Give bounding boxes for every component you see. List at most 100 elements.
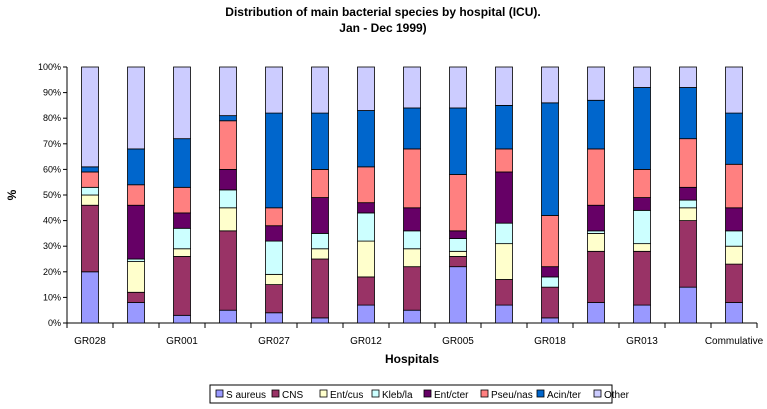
- bar-segment-kleb-la: [449, 238, 467, 252]
- bar-segment-pseu-nas: [219, 120, 237, 170]
- x-tick-label: Commulative: [705, 336, 764, 347]
- bar-segment-s-aureus: [127, 302, 145, 324]
- legend-swatch: [423, 389, 432, 398]
- y-tick-label: 50%: [43, 190, 61, 200]
- bar-segment-acin-ter: [173, 138, 191, 188]
- bar-segment-acin-ter: [541, 102, 559, 216]
- y-axis-label: %: [5, 189, 19, 200]
- x-axis-label: Hospitals: [385, 352, 439, 366]
- bar-segment-ent-cter: [449, 230, 467, 239]
- bar-segment-kleb-la: [311, 232, 329, 250]
- x-tick-label: GR018: [534, 336, 566, 347]
- bar-segment-ent-cter: [541, 266, 559, 278]
- bar-segment-s-aureus: [311, 317, 329, 324]
- y-tick-label: 10%: [43, 292, 61, 302]
- bar-segment-s-aureus: [265, 312, 283, 324]
- bar-segment-s-aureus: [495, 304, 513, 324]
- legend-swatch: [271, 389, 280, 398]
- bar-segment-other: [127, 66, 145, 150]
- bar-segment-ent-cus: [219, 207, 237, 232]
- y-tick-label: 90%: [43, 88, 61, 98]
- bar-segment-other: [357, 66, 375, 111]
- bar-segment-acin-ter: [127, 148, 145, 186]
- bar-segment-ent-cus: [725, 245, 743, 265]
- y-tick-label: 30%: [43, 241, 61, 251]
- bar-segment-ent-cus: [679, 207, 697, 222]
- x-tick-label: GR013: [626, 336, 658, 347]
- bar-segment-other: [725, 66, 743, 114]
- bar-segment-acin-ter: [725, 112, 743, 165]
- bar-segment-kleb-la: [679, 199, 697, 209]
- bar-segment-other: [541, 66, 559, 104]
- bar-segment-other: [173, 66, 191, 140]
- legend-label: Ent/cus: [330, 390, 363, 401]
- legend-swatch: [215, 389, 224, 398]
- bar-segment-ent-cter: [725, 207, 743, 232]
- bar-segment-ent-cter: [495, 171, 513, 224]
- bar-segment-kleb-la: [633, 209, 651, 245]
- bar-segment-ent-cter: [679, 186, 697, 201]
- legend-label: Other: [604, 390, 630, 401]
- chart-subtitle: Jan - Dec 1999): [339, 21, 426, 35]
- bar-segment-pseu-nas: [725, 163, 743, 209]
- bar-segment-other: [495, 66, 513, 106]
- bar-segment-ent-cus: [173, 248, 191, 257]
- legend-swatch: [536, 389, 545, 398]
- x-tick-label: GR001: [166, 336, 198, 347]
- y-tick-label: 40%: [43, 216, 61, 226]
- bar-segment-ent-cter: [357, 202, 375, 214]
- bar-segment-acin-ter: [679, 87, 697, 140]
- bar-segment-s-aureus: [173, 314, 191, 324]
- bar-segment-other: [311, 66, 329, 114]
- x-tick-label: GR005: [442, 336, 474, 347]
- bar-segment-cns: [587, 250, 605, 303]
- bar-segment-kleb-la: [265, 240, 283, 275]
- bar-segment-cns: [495, 279, 513, 306]
- bar-segment-pseu-nas: [449, 174, 467, 232]
- legend-label: S aureus: [226, 390, 266, 401]
- bar-segment-other: [81, 66, 99, 168]
- bar-segment-pseu-nas: [311, 168, 329, 198]
- legend-label: Kleb/la: [382, 390, 413, 401]
- bar-segment-cns: [311, 258, 329, 319]
- bar-segment-s-aureus: [679, 286, 697, 324]
- bar-segment-ent-cter: [403, 207, 421, 232]
- bar-segment-ent-cter: [265, 225, 283, 242]
- bar-segment-other: [449, 66, 467, 109]
- bar-segment-cns: [633, 250, 651, 306]
- bar-segment-other: [403, 66, 421, 109]
- legend-swatch: [371, 389, 380, 398]
- bar-segment-ent-cus: [495, 243, 513, 280]
- legend-swatch: [593, 389, 602, 398]
- legend-label: CNS: [282, 390, 303, 401]
- bar-segment-kleb-la: [81, 186, 99, 196]
- bar-segment-kleb-la: [541, 276, 559, 288]
- bar-segment-s-aureus: [219, 309, 237, 324]
- bar-segment-ent-cter: [219, 168, 237, 191]
- bar-segment-acin-ter: [633, 87, 651, 170]
- legend-swatch: [319, 389, 328, 398]
- bar-segment-cns: [403, 266, 421, 311]
- bar-segment-ent-cus: [403, 248, 421, 268]
- legend-box: [209, 384, 613, 404]
- bar-segment-ent-cter: [127, 204, 145, 260]
- bar-segment-cns: [449, 256, 467, 268]
- legend-label: Ent/cter: [434, 390, 469, 401]
- bar-segment-s-aureus: [725, 302, 743, 324]
- bar-segment-ent-cus: [449, 250, 467, 257]
- bar-segment-s-aureus: [81, 271, 99, 324]
- x-tick-label: GR027: [258, 336, 290, 347]
- y-tick-label: 60%: [43, 164, 61, 174]
- bar-segment-acin-ter: [495, 105, 513, 150]
- bar-segment-pseu-nas: [357, 166, 375, 204]
- legend-swatch: [480, 389, 489, 398]
- bar-segment-cns: [219, 230, 237, 311]
- bar-segment-cns: [357, 276, 375, 306]
- bar-segment-ent-cus: [633, 243, 651, 252]
- bar-segment-other: [587, 66, 605, 101]
- x-tick-label: GR028: [74, 336, 106, 347]
- y-tick-label: 80%: [43, 113, 61, 123]
- legend-label: Pseu/nas: [491, 390, 533, 401]
- bar-segment-pseu-nas: [587, 148, 605, 206]
